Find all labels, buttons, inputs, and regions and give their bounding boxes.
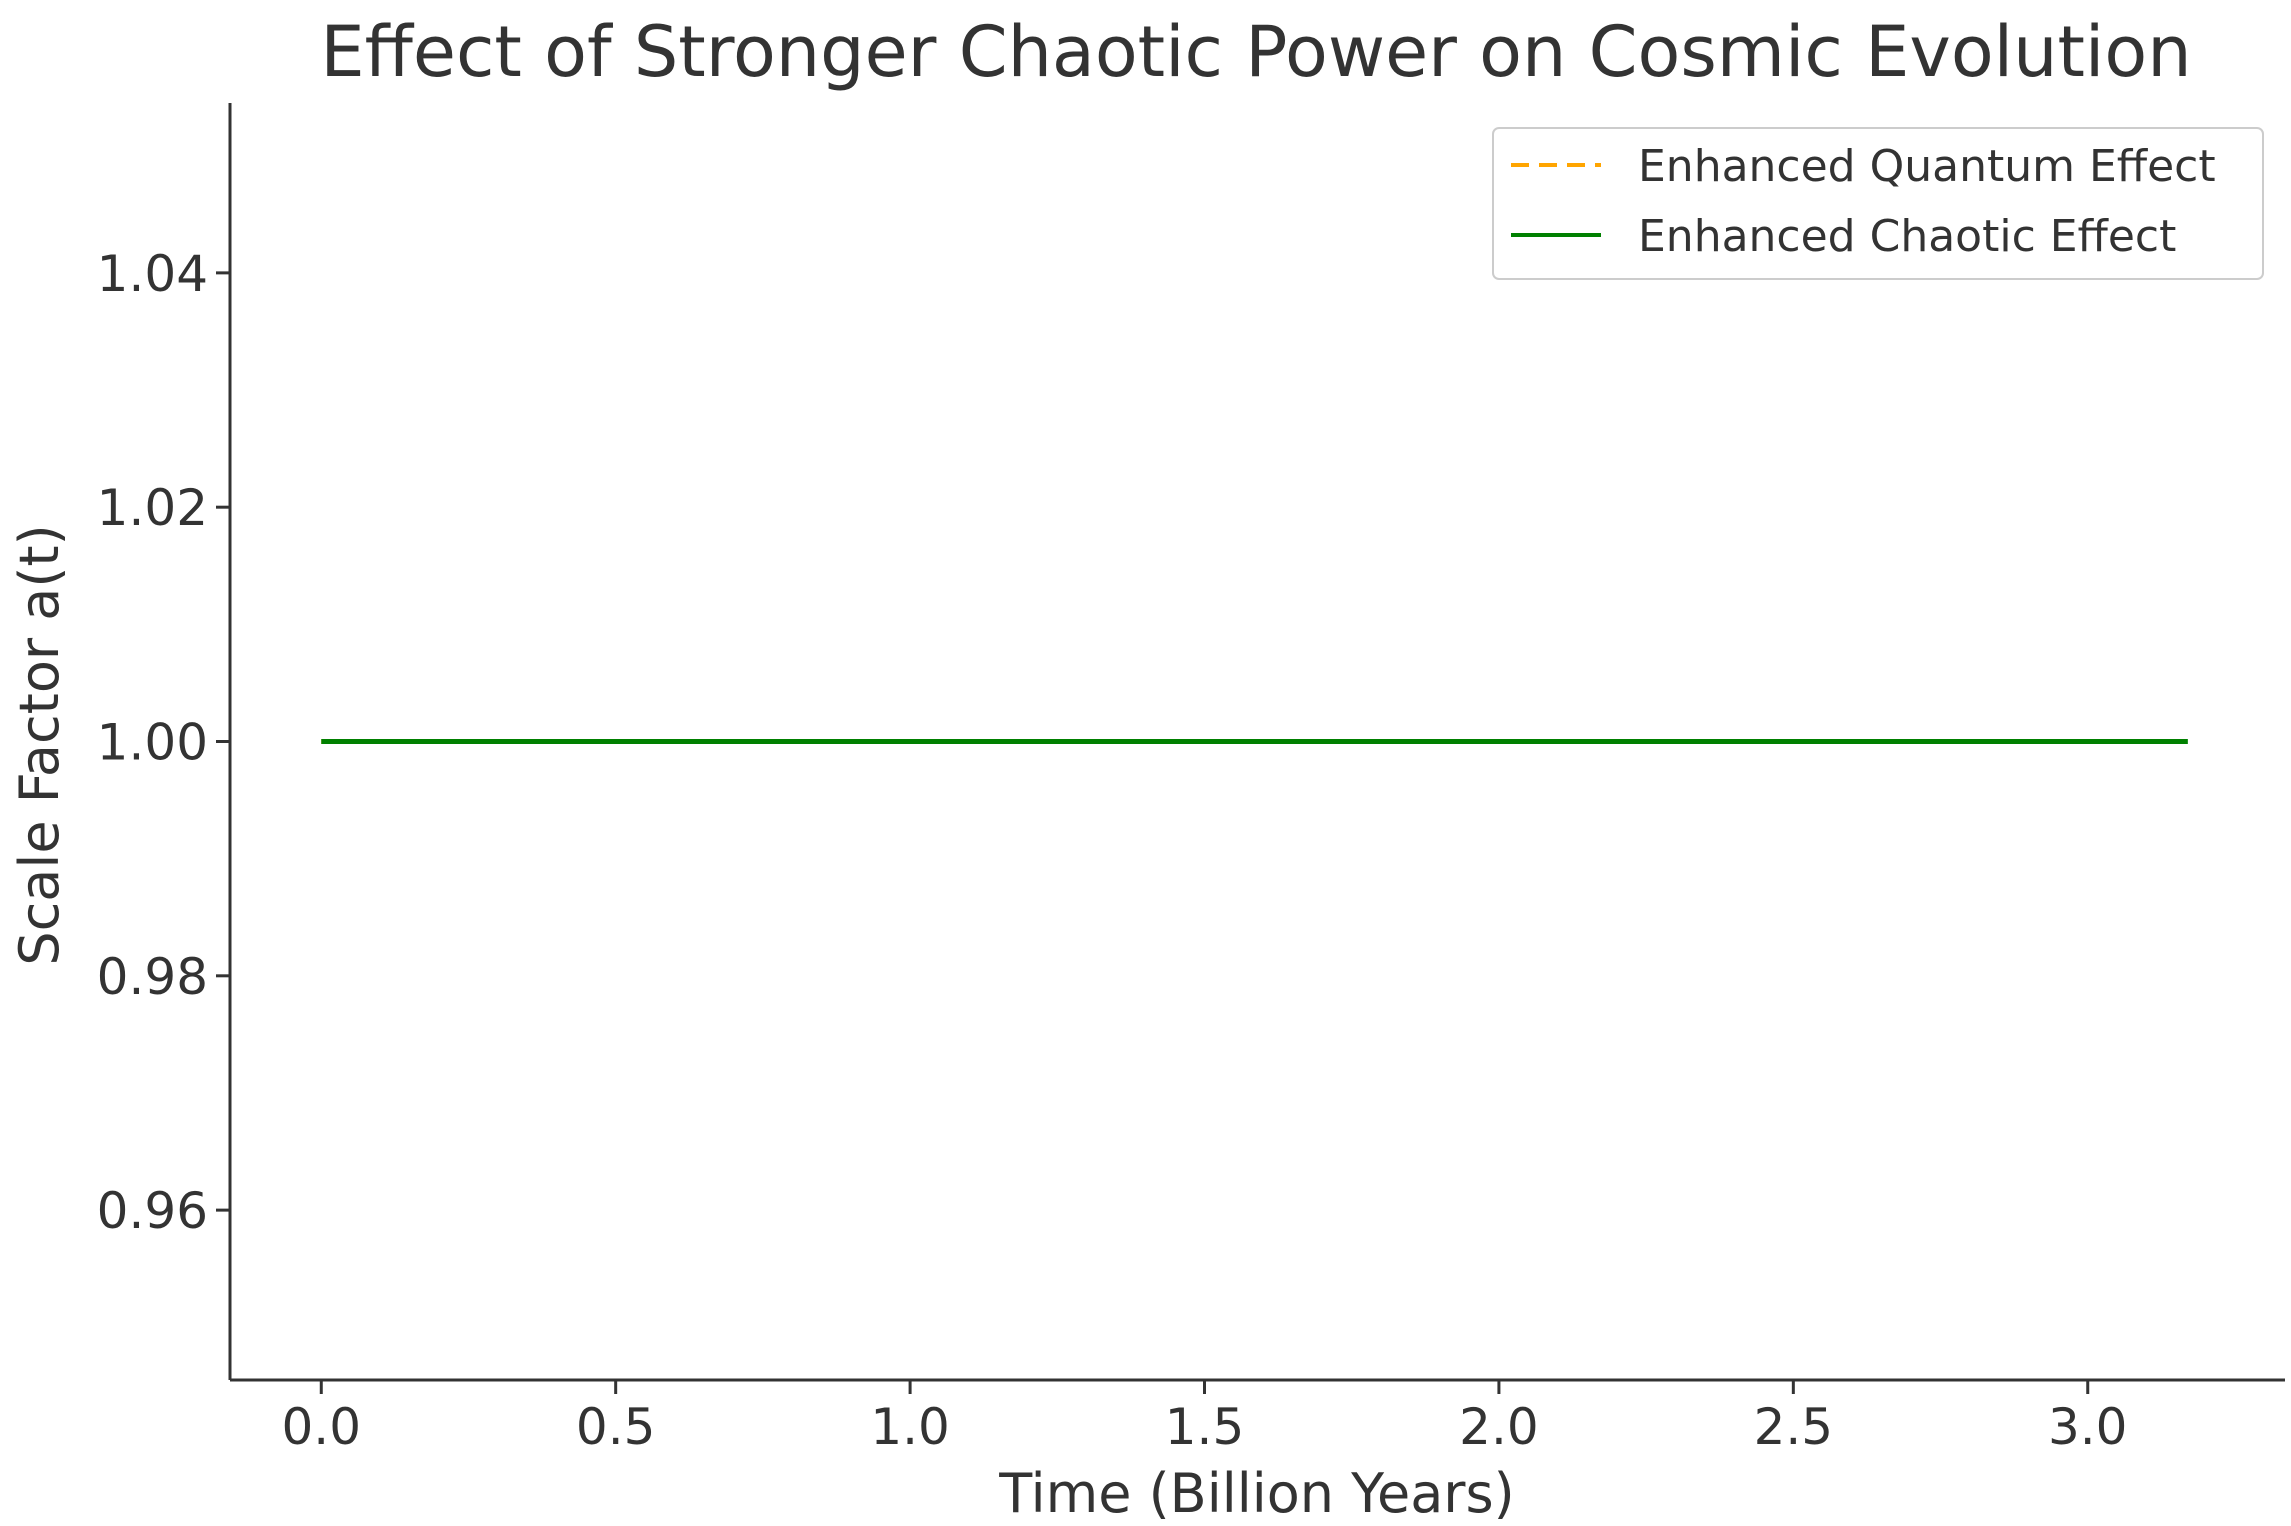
x-tick-label: 3.0 bbox=[2048, 1398, 2128, 1456]
x-tick-label: 0.0 bbox=[282, 1398, 362, 1456]
x-tick-label: 0.5 bbox=[576, 1398, 656, 1456]
y-axis-title: Scale Factor a(t) bbox=[8, 524, 71, 965]
legend-label-chaotic: Enhanced Chaotic Effect bbox=[1638, 211, 2176, 262]
chart-title: Effect of Stronger Chaotic Power on Cosm… bbox=[320, 11, 2191, 93]
x-tick-label: 1.5 bbox=[1165, 1398, 1245, 1456]
x-tick-label: 2.0 bbox=[1459, 1398, 1539, 1456]
x-tick-label: 1.0 bbox=[870, 1398, 950, 1456]
y-tick-label: 1.00 bbox=[97, 714, 208, 772]
y-tick-label: 0.98 bbox=[97, 948, 208, 1006]
y-tick-label: 1.04 bbox=[97, 245, 208, 303]
legend-label-quantum: Enhanced Quantum Effect bbox=[1638, 141, 2216, 192]
y-tick-label: 1.02 bbox=[97, 479, 208, 537]
y-tick-label: 0.96 bbox=[97, 1182, 208, 1240]
legend: Enhanced Quantum Effect Enhanced Chaotic… bbox=[1492, 127, 2264, 280]
y-ticks: 0.96 0.98 1.00 1.02 1.04 bbox=[97, 245, 230, 1240]
x-ticks: 0.0 0.5 1.0 1.5 2.0 2.5 3.0 bbox=[282, 1380, 2128, 1456]
x-tick-label: 2.5 bbox=[1754, 1398, 1834, 1456]
x-axis-title: Time (Billion Years) bbox=[998, 1462, 1514, 1522]
legend-box bbox=[1492, 127, 2264, 280]
